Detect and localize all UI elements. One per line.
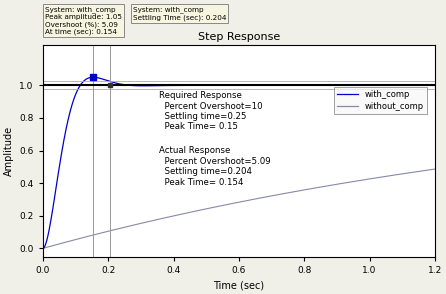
Title: Step Response: Step Response — [198, 32, 280, 42]
Text: Required Response
  Percent Overshoot=10
  Settling time=0.25
  Peak Time= 0.15: Required Response Percent Overshoot=10 S… — [158, 91, 262, 131]
Text: System: with_comp
Peak amplitude: 1.05
Overshoot (%): 5.09
At time (sec): 0.154: System: with_comp Peak amplitude: 1.05 O… — [45, 6, 122, 35]
without_comp — [85, 235, 90, 238]
with_comp — [91, 76, 96, 79]
with_comp — [40, 247, 45, 250]
with_comp — [108, 80, 114, 83]
with_comp — [383, 83, 388, 87]
with_comp — [425, 83, 430, 87]
with_comp — [432, 83, 438, 87]
Text: Actual Response
  Percent Overshoot=5.09
  Settling time=0.204
  Peak Time= 0.15: Actual Response Percent Overshoot=5.09 S… — [158, 146, 270, 187]
without_comp — [382, 175, 388, 178]
without_comp — [190, 210, 196, 213]
with_comp — [85, 77, 90, 80]
without_comp — [207, 206, 213, 210]
without_comp — [108, 229, 114, 232]
X-axis label: Time (sec): Time (sec) — [213, 280, 264, 290]
without_comp — [425, 168, 430, 172]
with_comp — [208, 83, 213, 87]
Line: with_comp: with_comp — [43, 77, 435, 248]
Y-axis label: Amplitude: Amplitude — [4, 126, 14, 176]
with_comp — [191, 83, 196, 87]
Line: without_comp: without_comp — [43, 169, 435, 248]
without_comp — [432, 167, 438, 171]
without_comp — [40, 247, 45, 250]
Legend: with_comp, without_comp: with_comp, without_comp — [334, 87, 427, 114]
Text: System: with_comp
Settling Time (sec): 0.204: System: with_comp Settling Time (sec): 0… — [133, 6, 227, 21]
